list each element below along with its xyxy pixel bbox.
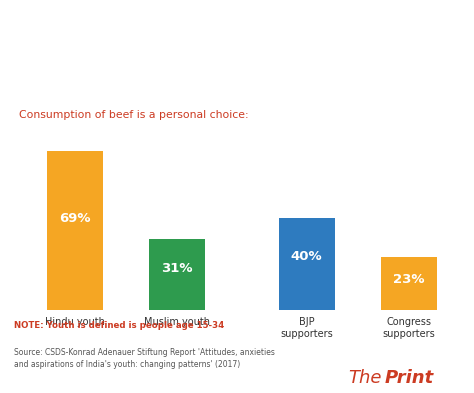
- Text: Consumption of beef is a personal choice:: Consumption of beef is a personal choice…: [18, 110, 248, 120]
- Text: Print: Print: [385, 369, 434, 387]
- Bar: [279, 218, 335, 310]
- Text: Young people are just as polarised on hot-button Hindutva issues,: Young people are just as polarised on ho…: [14, 26, 440, 37]
- Text: 23%: 23%: [393, 273, 425, 286]
- Text: 31%: 31%: [161, 263, 192, 275]
- Bar: [149, 239, 205, 310]
- Text: along both religious & political lines: along both religious & political lines: [14, 69, 247, 79]
- Bar: [381, 257, 437, 310]
- Text: The: The: [348, 369, 382, 387]
- Text: 69%: 69%: [59, 211, 91, 224]
- Text: 40%: 40%: [291, 250, 322, 263]
- Text: Source: CSDS-Konrad Adenauer Stiftung Report 'Attitudes, anxieties
and aspiratio: Source: CSDS-Konrad Adenauer Stiftung Re…: [14, 348, 275, 369]
- Bar: [47, 151, 102, 310]
- Text: NOTE: Youth is defined is people age 15-34: NOTE: Youth is defined is people age 15-…: [14, 321, 225, 330]
